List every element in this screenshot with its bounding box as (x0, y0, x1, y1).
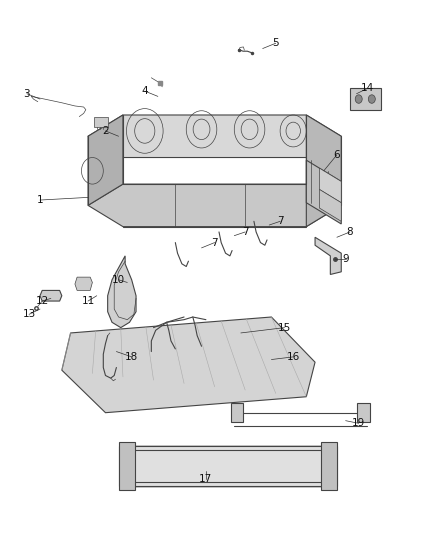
Polygon shape (108, 256, 136, 328)
Circle shape (355, 95, 362, 103)
Text: 7: 7 (242, 227, 248, 237)
FancyBboxPatch shape (94, 117, 108, 127)
Polygon shape (306, 115, 341, 227)
Text: 9: 9 (343, 254, 349, 263)
Polygon shape (119, 442, 135, 490)
Text: 5: 5 (272, 38, 279, 48)
Polygon shape (75, 277, 92, 290)
Text: 11: 11 (81, 296, 95, 306)
Text: 16: 16 (286, 352, 300, 362)
Text: 10: 10 (112, 275, 125, 285)
Polygon shape (62, 317, 315, 413)
Polygon shape (350, 88, 381, 110)
Polygon shape (88, 184, 341, 227)
Polygon shape (40, 290, 62, 301)
Text: 18: 18 (125, 352, 138, 362)
Text: 7: 7 (277, 216, 283, 227)
Text: 8: 8 (346, 227, 353, 237)
Polygon shape (357, 403, 370, 422)
Text: 6: 6 (334, 150, 340, 160)
Text: 3: 3 (24, 88, 30, 99)
Polygon shape (119, 446, 337, 486)
Polygon shape (231, 403, 243, 422)
Text: 12: 12 (35, 296, 49, 306)
Polygon shape (88, 115, 341, 158)
Text: 15: 15 (278, 322, 291, 333)
Polygon shape (319, 189, 341, 221)
Text: 2: 2 (102, 126, 109, 136)
Polygon shape (315, 237, 341, 274)
Text: 14: 14 (361, 83, 374, 93)
Text: 17: 17 (199, 474, 212, 484)
Text: 4: 4 (141, 86, 148, 96)
Text: 7: 7 (211, 238, 218, 247)
Text: 19: 19 (352, 418, 365, 429)
Polygon shape (321, 442, 337, 490)
Text: 13: 13 (22, 309, 36, 319)
Polygon shape (88, 115, 123, 205)
Polygon shape (306, 160, 341, 224)
Circle shape (368, 95, 375, 103)
Text: 1: 1 (37, 195, 43, 205)
Polygon shape (319, 168, 341, 203)
